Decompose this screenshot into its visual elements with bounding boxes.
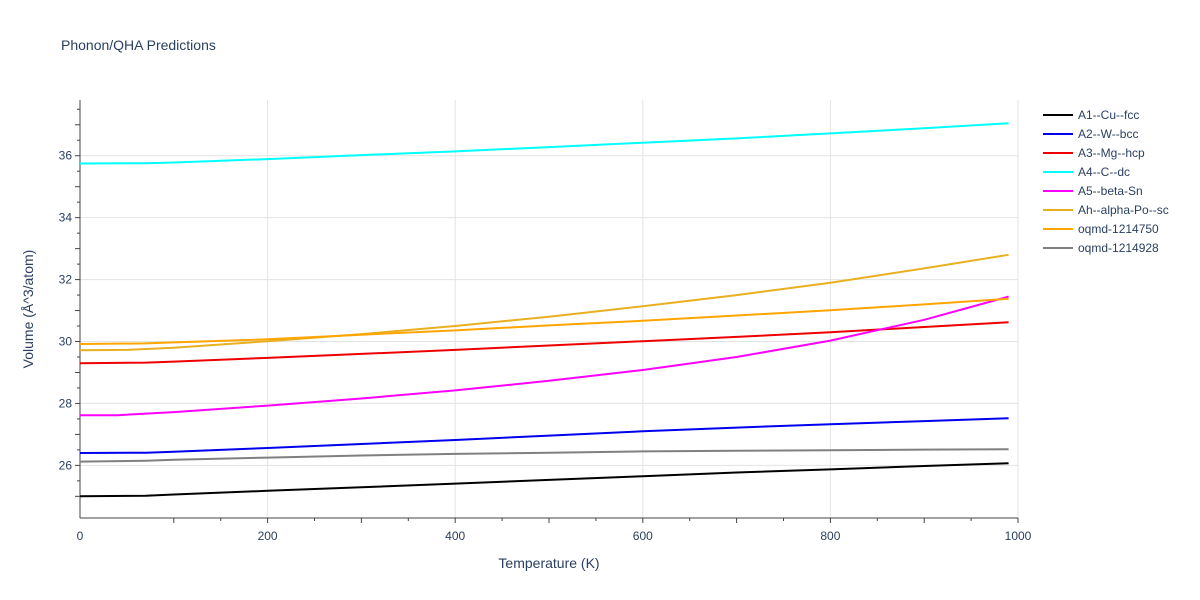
y-tick-label: 30 [59, 335, 73, 349]
x-axis-title: Temperature (K) [498, 555, 599, 571]
axes: 0 200 400 600 800 1000 26 28 30 32 34 36 [59, 100, 1032, 543]
legend-item[interactable]: A1--Cu--fcc [1043, 108, 1139, 122]
legend-label: Ah--alpha-Po--sc [1078, 203, 1169, 217]
series-line-A3--Mg--hcp [79, 321, 1009, 365]
legend-label: A5--beta-Sn [1078, 184, 1143, 198]
legend-item[interactable]: A3--Mg--hcp [1043, 146, 1145, 160]
series-lines [79, 122, 1009, 498]
legend-item[interactable]: A4--C--dc [1043, 165, 1130, 179]
legend-label: A1--Cu--fcc [1078, 108, 1139, 122]
y-tick-label: 32 [59, 273, 73, 287]
legend-label: oqmd-1214928 [1078, 241, 1159, 255]
chart-title: Phonon/QHA Predictions [61, 37, 216, 53]
legend-label: A2--W--bcc [1078, 127, 1138, 141]
x-tick-label: 600 [633, 529, 653, 543]
series-line-A1--Cu--fcc [79, 462, 1009, 498]
series-line-oqmd-1214750 [79, 297, 1009, 345]
legend-label: A3--Mg--hcp [1078, 146, 1145, 160]
legend[interactable]: A1--Cu--fcc A2--W--bcc A3--Mg--hcp A4--C--d… [1043, 108, 1169, 255]
x-tick-label: 200 [258, 529, 278, 543]
series-line-oqmd-1214928 [79, 448, 1009, 463]
legend-label: oqmd-1214750 [1078, 222, 1159, 236]
y-axis-title: Volume (Å^3/atom) [20, 250, 36, 369]
grid [80, 100, 1019, 518]
legend-item[interactable]: A5--beta-Sn [1043, 184, 1143, 198]
series-line-A5--beta-Sn [80, 295, 1009, 417]
y-tick-label: 34 [59, 211, 73, 225]
x-tick-label: 1000 [1005, 529, 1032, 543]
legend-item[interactable]: oqmd-1214928 [1043, 241, 1159, 255]
x-tick-label: 400 [445, 529, 465, 543]
x-tick-label: 800 [820, 529, 840, 543]
y-tick-label: 28 [59, 396, 73, 410]
legend-item[interactable]: Ah--alpha-Po--sc [1043, 203, 1169, 217]
legend-label: A4--C--dc [1078, 165, 1130, 179]
y-tick-label: 26 [59, 458, 73, 472]
series-line-A2--W--bcc [79, 417, 1009, 454]
legend-item[interactable]: oqmd-1214750 [1043, 222, 1159, 236]
x-tick-label: 0 [77, 529, 84, 543]
y-tick-label: 36 [59, 149, 73, 163]
series-line-A4--C--dc [79, 122, 1009, 165]
series-line-Ah--alpha-Po--sc [79, 253, 1009, 352]
legend-item[interactable]: A2--W--bcc [1043, 127, 1138, 141]
